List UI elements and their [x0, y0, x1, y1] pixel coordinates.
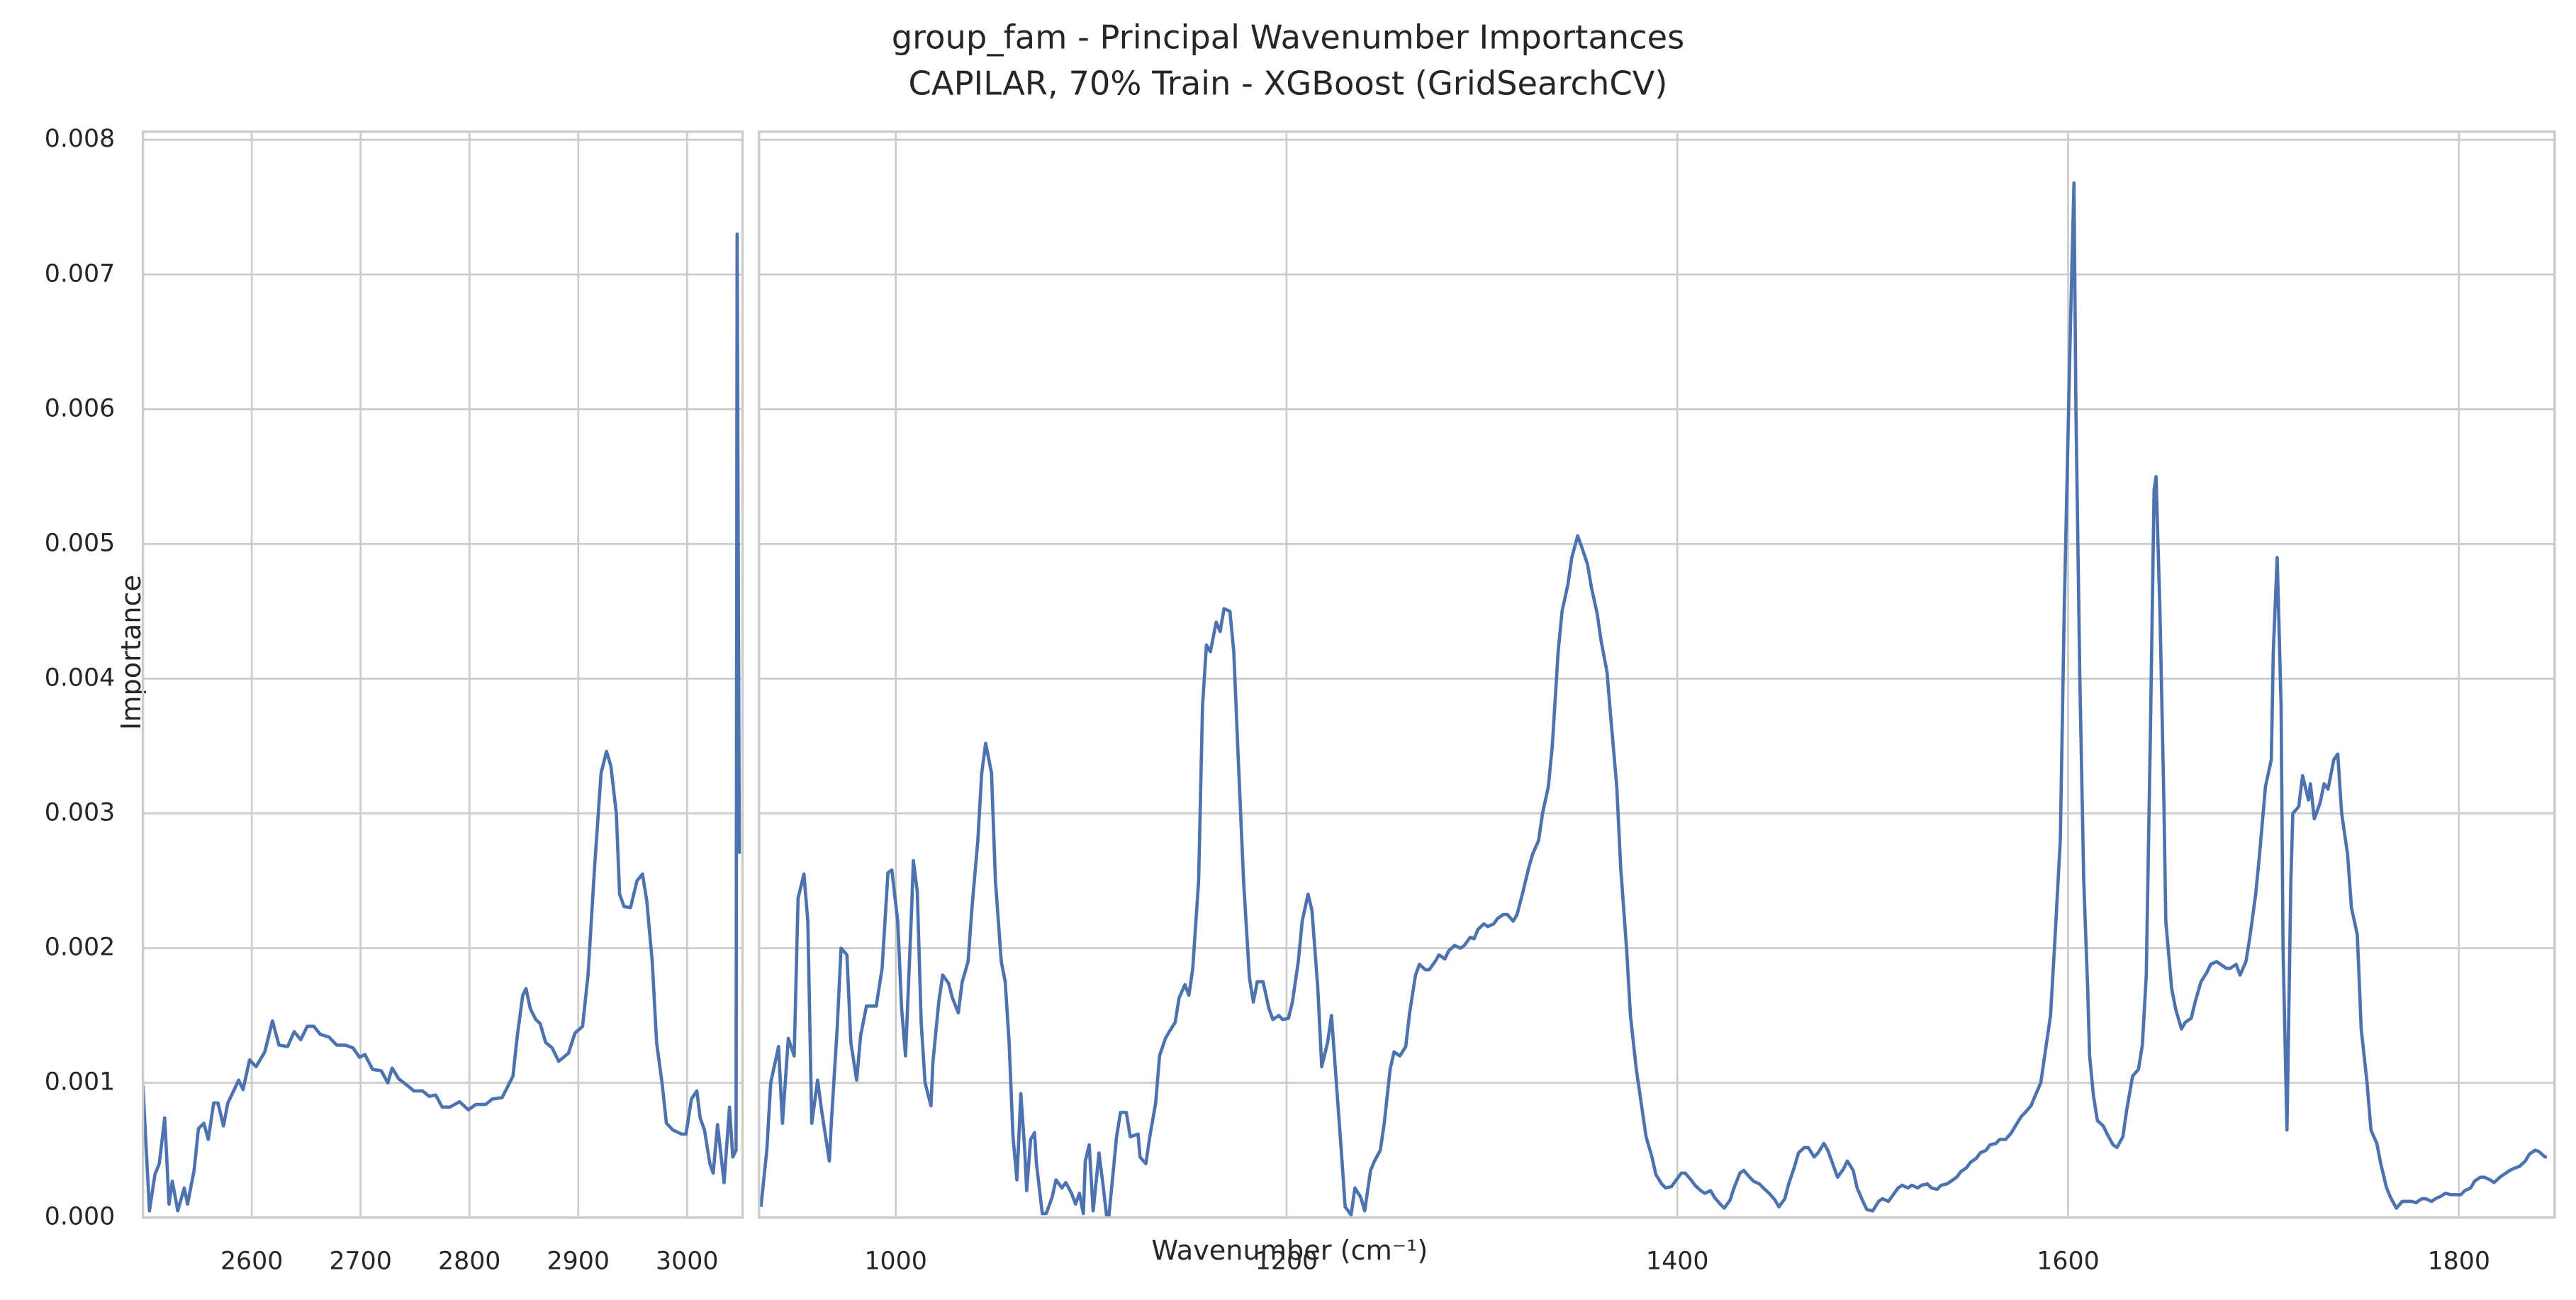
- y-tick-label: 0.000: [45, 1203, 115, 1231]
- data-line: [142, 232, 741, 1213]
- y-tick-label: 0.002: [45, 934, 115, 962]
- data-line: [759, 181, 2547, 1218]
- y-tick-label: 0.007: [45, 259, 115, 288]
- y-tick-label: 0.005: [45, 529, 115, 557]
- panel-frame: [757, 130, 2556, 1219]
- panel: 2600 2700 2800 2900 3000: [141, 130, 744, 1275]
- x-axis-label: Wavenumber (cm⁻¹): [1151, 1235, 1428, 1267]
- y-tick-label: 0.003: [45, 799, 115, 827]
- x-tick-label: 3000: [656, 1247, 718, 1275]
- y-tick-label: 0.001: [45, 1068, 115, 1097]
- x-tick-label: 2700: [329, 1247, 391, 1275]
- x-tick-label: 1400: [1646, 1247, 1708, 1275]
- x-tick-label: 1200: [1255, 1247, 1318, 1275]
- panel: 1000 1200 1400 1600 1800: [757, 130, 2556, 1275]
- panel-frame: [141, 130, 744, 1219]
- figure-title: group_fam - Principal Wavenumber Importa…: [892, 18, 1685, 57]
- y-tick-label: 0.004: [45, 663, 115, 692]
- figure-subtitle: CAPILAR, 70% Train - XGBoost (GridSearch…: [909, 64, 1668, 102]
- y-tick-label: 0.008: [45, 125, 115, 153]
- x-tick-label: 2600: [220, 1247, 283, 1275]
- y-tick-label: 0.006: [45, 394, 115, 422]
- x-tick-label: 2900: [547, 1247, 610, 1275]
- x-tick-label: 1000: [864, 1247, 926, 1275]
- x-tick-label: 2800: [438, 1247, 500, 1275]
- x-tick-label: 1600: [2037, 1247, 2099, 1275]
- x-tick-label: 1800: [2428, 1247, 2490, 1275]
